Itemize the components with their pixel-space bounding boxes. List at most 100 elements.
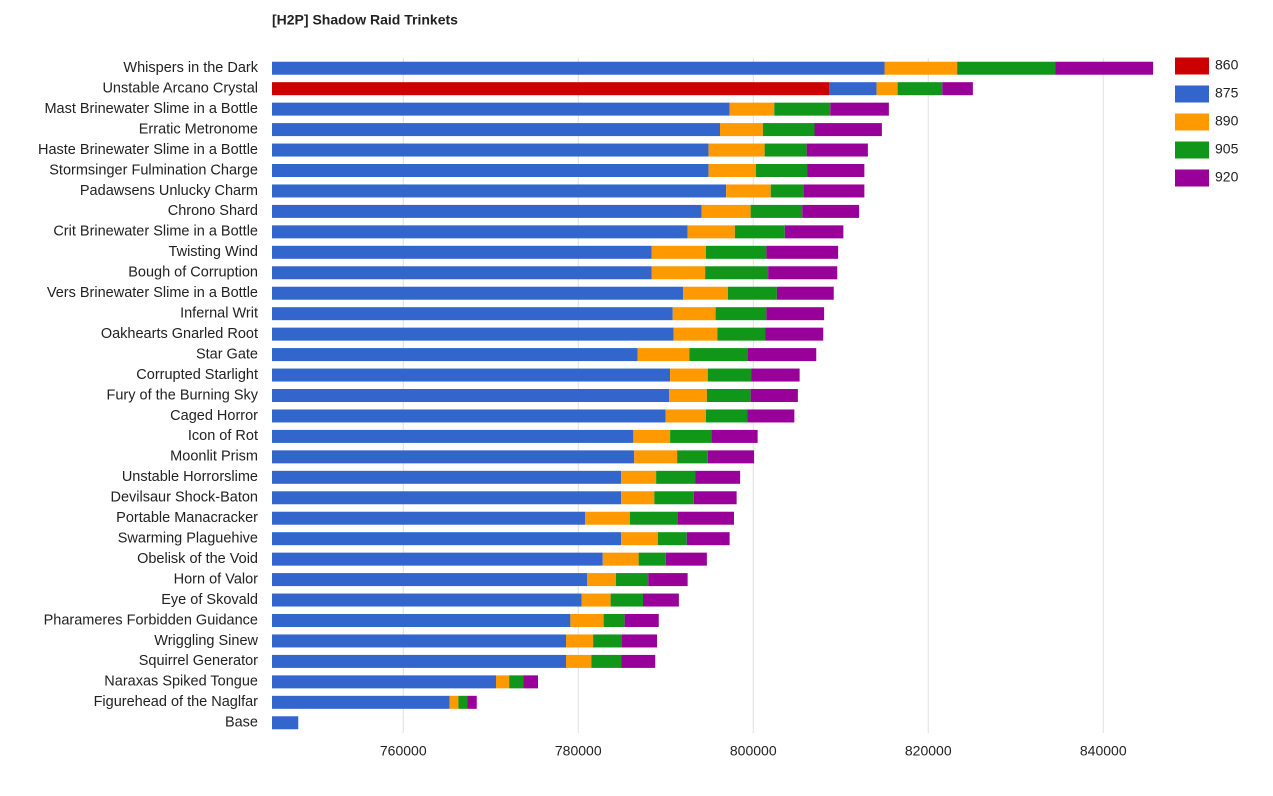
bar-segment [802,204,860,218]
bar-segment [272,532,622,546]
bar-segment [603,614,625,627]
bar-segment [695,470,741,484]
y-tick-label: Star Gate [196,346,258,362]
bar-segment [621,491,655,505]
y-tick-label: Vers Brinewater Slime in a Bottle [47,285,258,301]
bar-segment [706,389,751,402]
y-tick-label: Squirrel Generator [139,653,258,669]
bar-segment [656,470,696,484]
bar-segment [638,552,666,566]
bar-segment [665,409,706,423]
bar-segment [672,307,716,321]
bar-segment [272,102,730,116]
y-tick-label: Eye of Skovald [161,592,258,608]
bar-segment [942,82,973,96]
bar-segment [654,491,694,505]
bar-segment [829,82,877,96]
bar-segment [509,675,524,689]
y-tick-label: Fury of the Burning Sky [106,387,258,403]
y-tick-label: Horn of Valor [174,571,259,587]
x-tick-label: 760000 [380,743,427,759]
bar-segment [272,654,566,668]
y-tick-label: Base [225,715,258,731]
legend-label: 860 [1215,57,1239,73]
bar-segment [693,491,737,505]
bar-segment [807,164,865,177]
bar-segment [449,695,459,709]
bar-segment [272,225,688,239]
y-tick-label: Whispers in the Dark [123,60,258,76]
bar-segment [621,532,658,546]
bar-segment [750,389,798,402]
y-tick-label: Devilsaur Shock-Baton [111,490,259,506]
bar-segment [272,389,670,402]
x-tick-label: 800000 [730,743,777,759]
bar-segment [272,491,622,505]
bar-segment [272,511,586,525]
bar-segment [727,286,777,300]
bar-segment [634,450,678,464]
bar-segment [602,552,639,566]
chart-title: [H2P] Shadow Raid Trinkets [272,12,458,28]
bar-segment [708,164,756,177]
bar-segment [748,348,817,362]
bar-segment [734,225,785,239]
bar-segment [670,429,712,443]
bar-segment [776,286,834,300]
legend-swatch [1175,85,1209,103]
bar-segment [272,61,885,75]
legend-label: 920 [1215,169,1239,185]
bar-segment [272,716,299,730]
bar-segment [669,389,707,402]
y-tick-label: Obelisk of the Void [137,551,258,567]
bar-segment [272,470,622,484]
bar-segment [717,327,766,341]
bar-segment [804,184,865,198]
bar-segment [587,573,616,587]
y-tick-label: Figurehead of the Naglfar [94,694,259,710]
y-tick-label: Padawsens Unlucky Charm [80,183,258,199]
y-tick-label: Chrono Shard [168,203,258,219]
y-tick-label: Icon of Rot [188,428,258,444]
bar-segment [673,327,718,341]
y-tick-label: Moonlit Prism [170,449,258,465]
bar-segment [665,552,707,566]
bar-segment [706,245,767,259]
bar-segment [897,82,943,96]
bar-segment [814,123,882,137]
bar-segment [633,429,671,443]
bar-segment [610,593,643,607]
bar-segment [272,368,671,382]
bar-segment [755,164,808,177]
legend-swatch [1175,141,1209,159]
bar-segment [496,675,510,689]
bar-segment [272,614,571,627]
bar-segment [272,348,638,362]
bar-segment [729,102,775,116]
y-tick-label: Bough of Corruption [128,265,258,281]
bar-segment [272,143,709,157]
x-tick-label: 820000 [905,743,952,759]
y-tick-label: Twisting Wind [169,244,258,260]
bar-segment [467,695,477,709]
bar-segment [648,573,688,587]
bar-segment [585,511,630,525]
bar-segment [637,348,690,362]
bar-segment [566,654,592,668]
bar-segment [621,470,657,484]
y-tick-label: Infernal Writ [180,306,258,322]
bar-segment [272,695,450,709]
bar-segment [957,61,1056,75]
x-tick-label: 840000 [1080,743,1127,759]
bar-segment [708,143,765,157]
y-tick-label: Stormsinger Fulmination Charge [49,162,258,178]
y-tick-label: Swarming Plaguehive [118,531,258,547]
bar-segment [830,102,889,116]
bar-segment [711,429,758,443]
bar-segment [1055,61,1154,75]
bar-segment [720,123,763,137]
y-tick-label: Mast Brinewater Slime in a Bottle [44,101,258,117]
bar-segment [272,675,496,689]
bar-segment [651,245,706,259]
